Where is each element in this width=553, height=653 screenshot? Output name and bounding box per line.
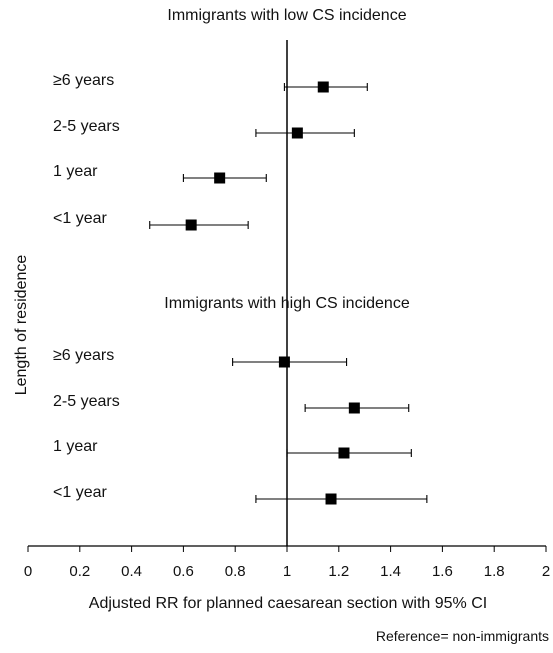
row-label-layer: ≥6 years 2-5 years 1 year <1 year ≥6 years 2-… — [53, 72, 120, 501]
rr-marker — [291, 127, 303, 139]
reference-note: Reference= non-immigrants — [376, 628, 549, 644]
row-label: 1 year — [53, 438, 98, 455]
row-label: ≥6 years — [53, 72, 114, 89]
rr-marker — [338, 447, 350, 459]
row-label: 2-5 years — [53, 118, 120, 135]
x-tick-label: 1 — [283, 563, 291, 580]
x-tick-label: 0.8 — [225, 563, 246, 580]
group-title-layer: Immigrants with low CS incidence Immigran… — [164, 7, 410, 312]
x-tick-label: 0 — [24, 563, 32, 580]
row-label: <1 year — [53, 484, 107, 501]
rr-marker — [185, 219, 197, 231]
x-tick-label: 1.6 — [432, 563, 453, 580]
marker-layer — [185, 81, 360, 505]
row-label: ≥6 years — [53, 347, 114, 364]
rr-marker — [325, 493, 337, 505]
rr-marker — [214, 172, 226, 184]
x-tick-label: 0.4 — [121, 563, 142, 580]
rr-marker — [278, 356, 290, 368]
x-tick-label: 0.6 — [173, 563, 194, 580]
x-tick-label: 1.8 — [484, 563, 505, 580]
x-tick-label: 2 — [542, 563, 550, 580]
group-title: Immigrants with high CS incidence — [164, 295, 410, 312]
x-tick-label: 1.2 — [328, 563, 349, 580]
ci-layer — [149, 83, 428, 503]
rr-marker — [348, 402, 360, 414]
row-label: <1 year — [53, 210, 107, 227]
group-title: Immigrants with low CS incidence — [167, 7, 406, 24]
row-label: 2-5 years — [53, 393, 120, 410]
rr-marker — [317, 81, 329, 93]
y-axis-label: Length of residence — [13, 255, 30, 396]
row-label: 1 year — [53, 163, 98, 180]
x-tick-label: 0.2 — [69, 563, 90, 580]
x-tick-label: 1.4 — [380, 563, 401, 580]
x-axis-label: Adjusted RR for planned caesarean sectio… — [89, 595, 487, 612]
axes-layer: 0 0.2 0.4 0.6 0.8 1 1.2 1.4 1.6 1.8 2 — [24, 545, 550, 580]
